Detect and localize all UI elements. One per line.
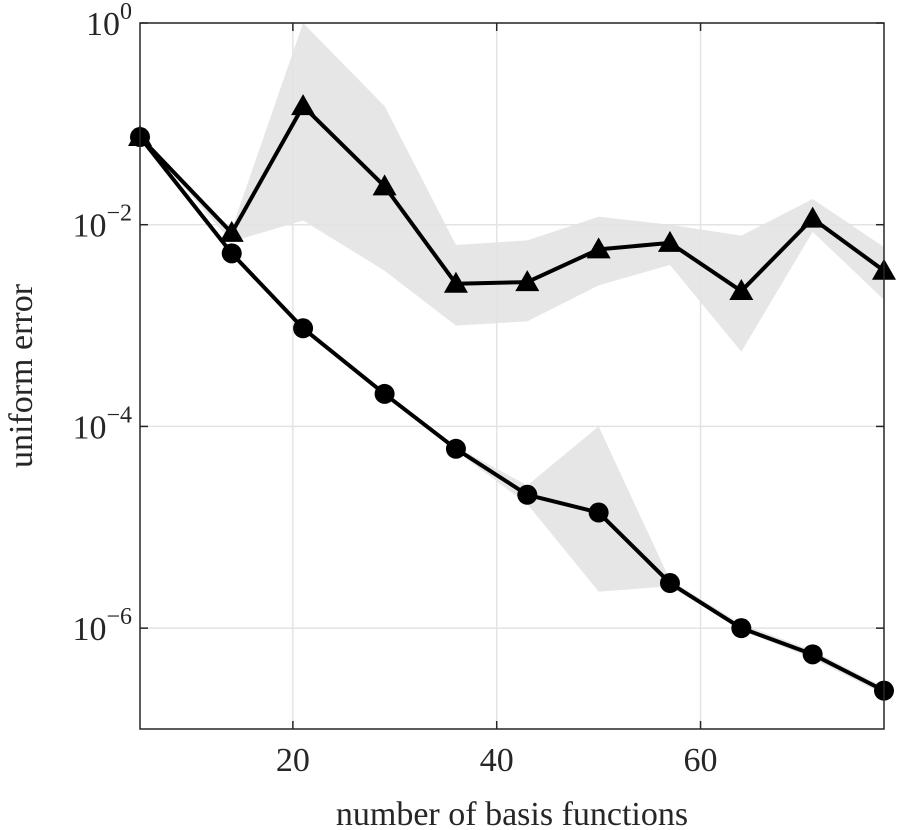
x-axis-label: number of basis functions (336, 796, 688, 830)
marker (445, 438, 466, 459)
tick-exponent: −2 (106, 201, 132, 227)
tick-exponent: −6 (106, 604, 132, 630)
y-tick-label: 100 (86, 0, 132, 43)
marker (657, 230, 682, 252)
y-tick-label: 10−4 (72, 402, 132, 446)
marker (802, 644, 823, 665)
marker (291, 94, 316, 116)
marker (443, 271, 468, 293)
marker (293, 318, 314, 339)
marker (221, 243, 242, 264)
plot-content (140, 23, 884, 695)
tick-base: 10 (72, 409, 106, 446)
marker (372, 174, 397, 196)
tick-exponent: −4 (106, 402, 132, 428)
marker (374, 383, 395, 404)
marker (586, 237, 611, 259)
y-axis-label: uniform error (3, 283, 40, 468)
tick-base: 10 (72, 208, 106, 245)
plot-area (140, 23, 884, 729)
y-tick-label: 10−2 (72, 201, 132, 245)
marker (219, 220, 244, 242)
axes-box (139, 22, 885, 730)
tick-base: 10 (86, 6, 120, 43)
marker (729, 279, 754, 301)
marker (588, 502, 609, 523)
tick-base: 10 (72, 611, 106, 648)
marker (515, 270, 540, 292)
tick-exponent: 0 (120, 0, 132, 25)
marker (517, 484, 538, 505)
x-tick-label: 60 (684, 742, 718, 779)
marker (731, 618, 752, 639)
x-tick-label: 40 (480, 742, 514, 779)
x-tick-label: 20 (276, 742, 310, 779)
marker (800, 206, 825, 228)
y-tick-label: 10−6 (72, 604, 132, 648)
error-band (140, 23, 884, 352)
marker (659, 573, 680, 594)
